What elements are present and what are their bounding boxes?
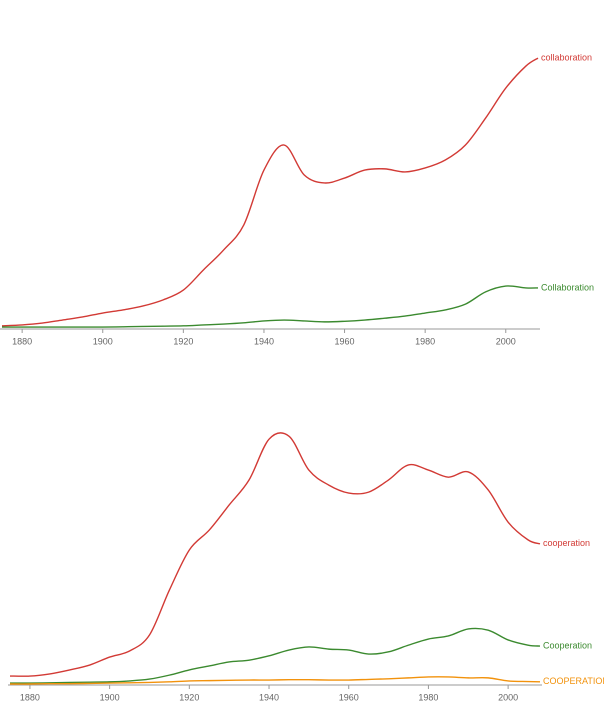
series-label: cooperation xyxy=(543,538,590,548)
x-tick-label: 1960 xyxy=(339,692,359,702)
series-line xyxy=(2,285,539,328)
x-tick-label: 1980 xyxy=(415,336,435,346)
series-line xyxy=(1,57,539,327)
x-tick-label: 1920 xyxy=(179,692,199,702)
x-tick-label: 1940 xyxy=(254,336,274,346)
x-tick-label: 1980 xyxy=(418,692,438,702)
series-label: Collaboration xyxy=(541,282,594,292)
x-tick-label: 1920 xyxy=(173,336,193,346)
series-line xyxy=(9,676,541,685)
x-tick-label: 1960 xyxy=(335,336,355,346)
x-tick-label: 2000 xyxy=(496,336,516,346)
series-line xyxy=(9,432,541,677)
series-label: COOPERATION xyxy=(543,676,604,686)
x-tick-label: 1900 xyxy=(100,692,120,702)
x-tick-label: 1880 xyxy=(20,692,40,702)
x-tick-label: 1880 xyxy=(12,336,32,346)
x-tick-label: 2000 xyxy=(498,692,518,702)
x-tick-label: 1940 xyxy=(259,692,279,702)
series-line xyxy=(9,627,541,684)
series-label: collaboration xyxy=(541,52,592,62)
series-label: Cooperation xyxy=(543,640,592,650)
x-tick-label: 1900 xyxy=(93,336,113,346)
